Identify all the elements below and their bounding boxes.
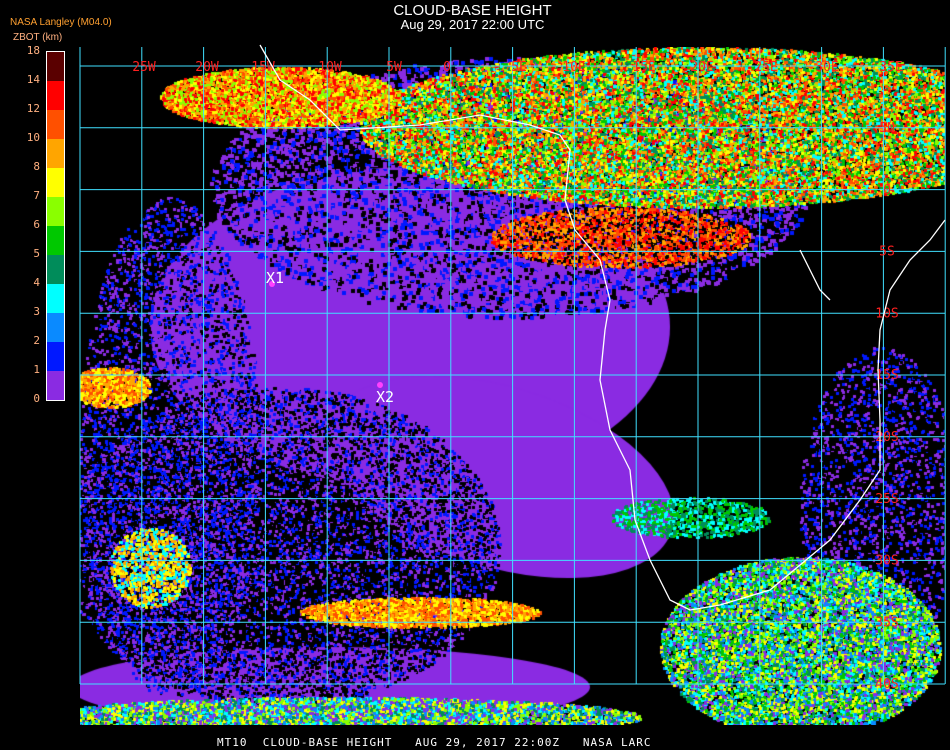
color-swatch	[47, 110, 64, 139]
marker-x2: X2	[376, 388, 395, 406]
map-timestamp: Aug 29, 2017 22:00 UTC	[400, 17, 545, 32]
color-swatch	[47, 284, 64, 313]
scale-tick-label: 18	[26, 44, 40, 57]
color-scale-bar	[46, 51, 65, 401]
satellite-cloud-base-map	[80, 47, 945, 725]
scale-tick-label: 0	[33, 392, 40, 405]
color-swatch	[47, 81, 64, 110]
scale-tick-label: 5	[33, 247, 40, 260]
scale-tick-label: 2	[33, 334, 40, 347]
color-swatch	[47, 371, 64, 400]
footer-caption: MT10 CLOUD-BASE HEIGHT AUG 29, 2017 22:0…	[217, 736, 652, 749]
scale-tick-label: 6	[33, 218, 40, 231]
color-swatch	[47, 255, 64, 284]
scale-tick-label: 4	[33, 276, 40, 289]
scale-tick-label: 3	[33, 305, 40, 318]
color-swatch	[47, 168, 64, 197]
scale-tick-label: 1	[33, 363, 40, 376]
legend-source: NASA Langley (M04.0)	[10, 17, 112, 28]
color-swatch	[47, 197, 64, 226]
map-title: CLOUD-BASE HEIGHT	[393, 2, 552, 19]
color-swatch	[47, 342, 64, 371]
color-swatch	[47, 313, 64, 342]
scale-tick-label: 7	[33, 189, 40, 202]
scale-tick-label: 10	[26, 131, 40, 144]
scale-tick-label: 12	[26, 102, 40, 115]
scale-tick-label: 14	[26, 73, 40, 86]
color-swatch	[47, 226, 64, 255]
marker-x1: X1	[266, 269, 285, 287]
legend-unit: ZBOT (km)	[13, 32, 63, 43]
color-swatch	[47, 52, 64, 81]
color-swatch	[47, 139, 64, 168]
scale-tick-label: 8	[33, 160, 40, 173]
